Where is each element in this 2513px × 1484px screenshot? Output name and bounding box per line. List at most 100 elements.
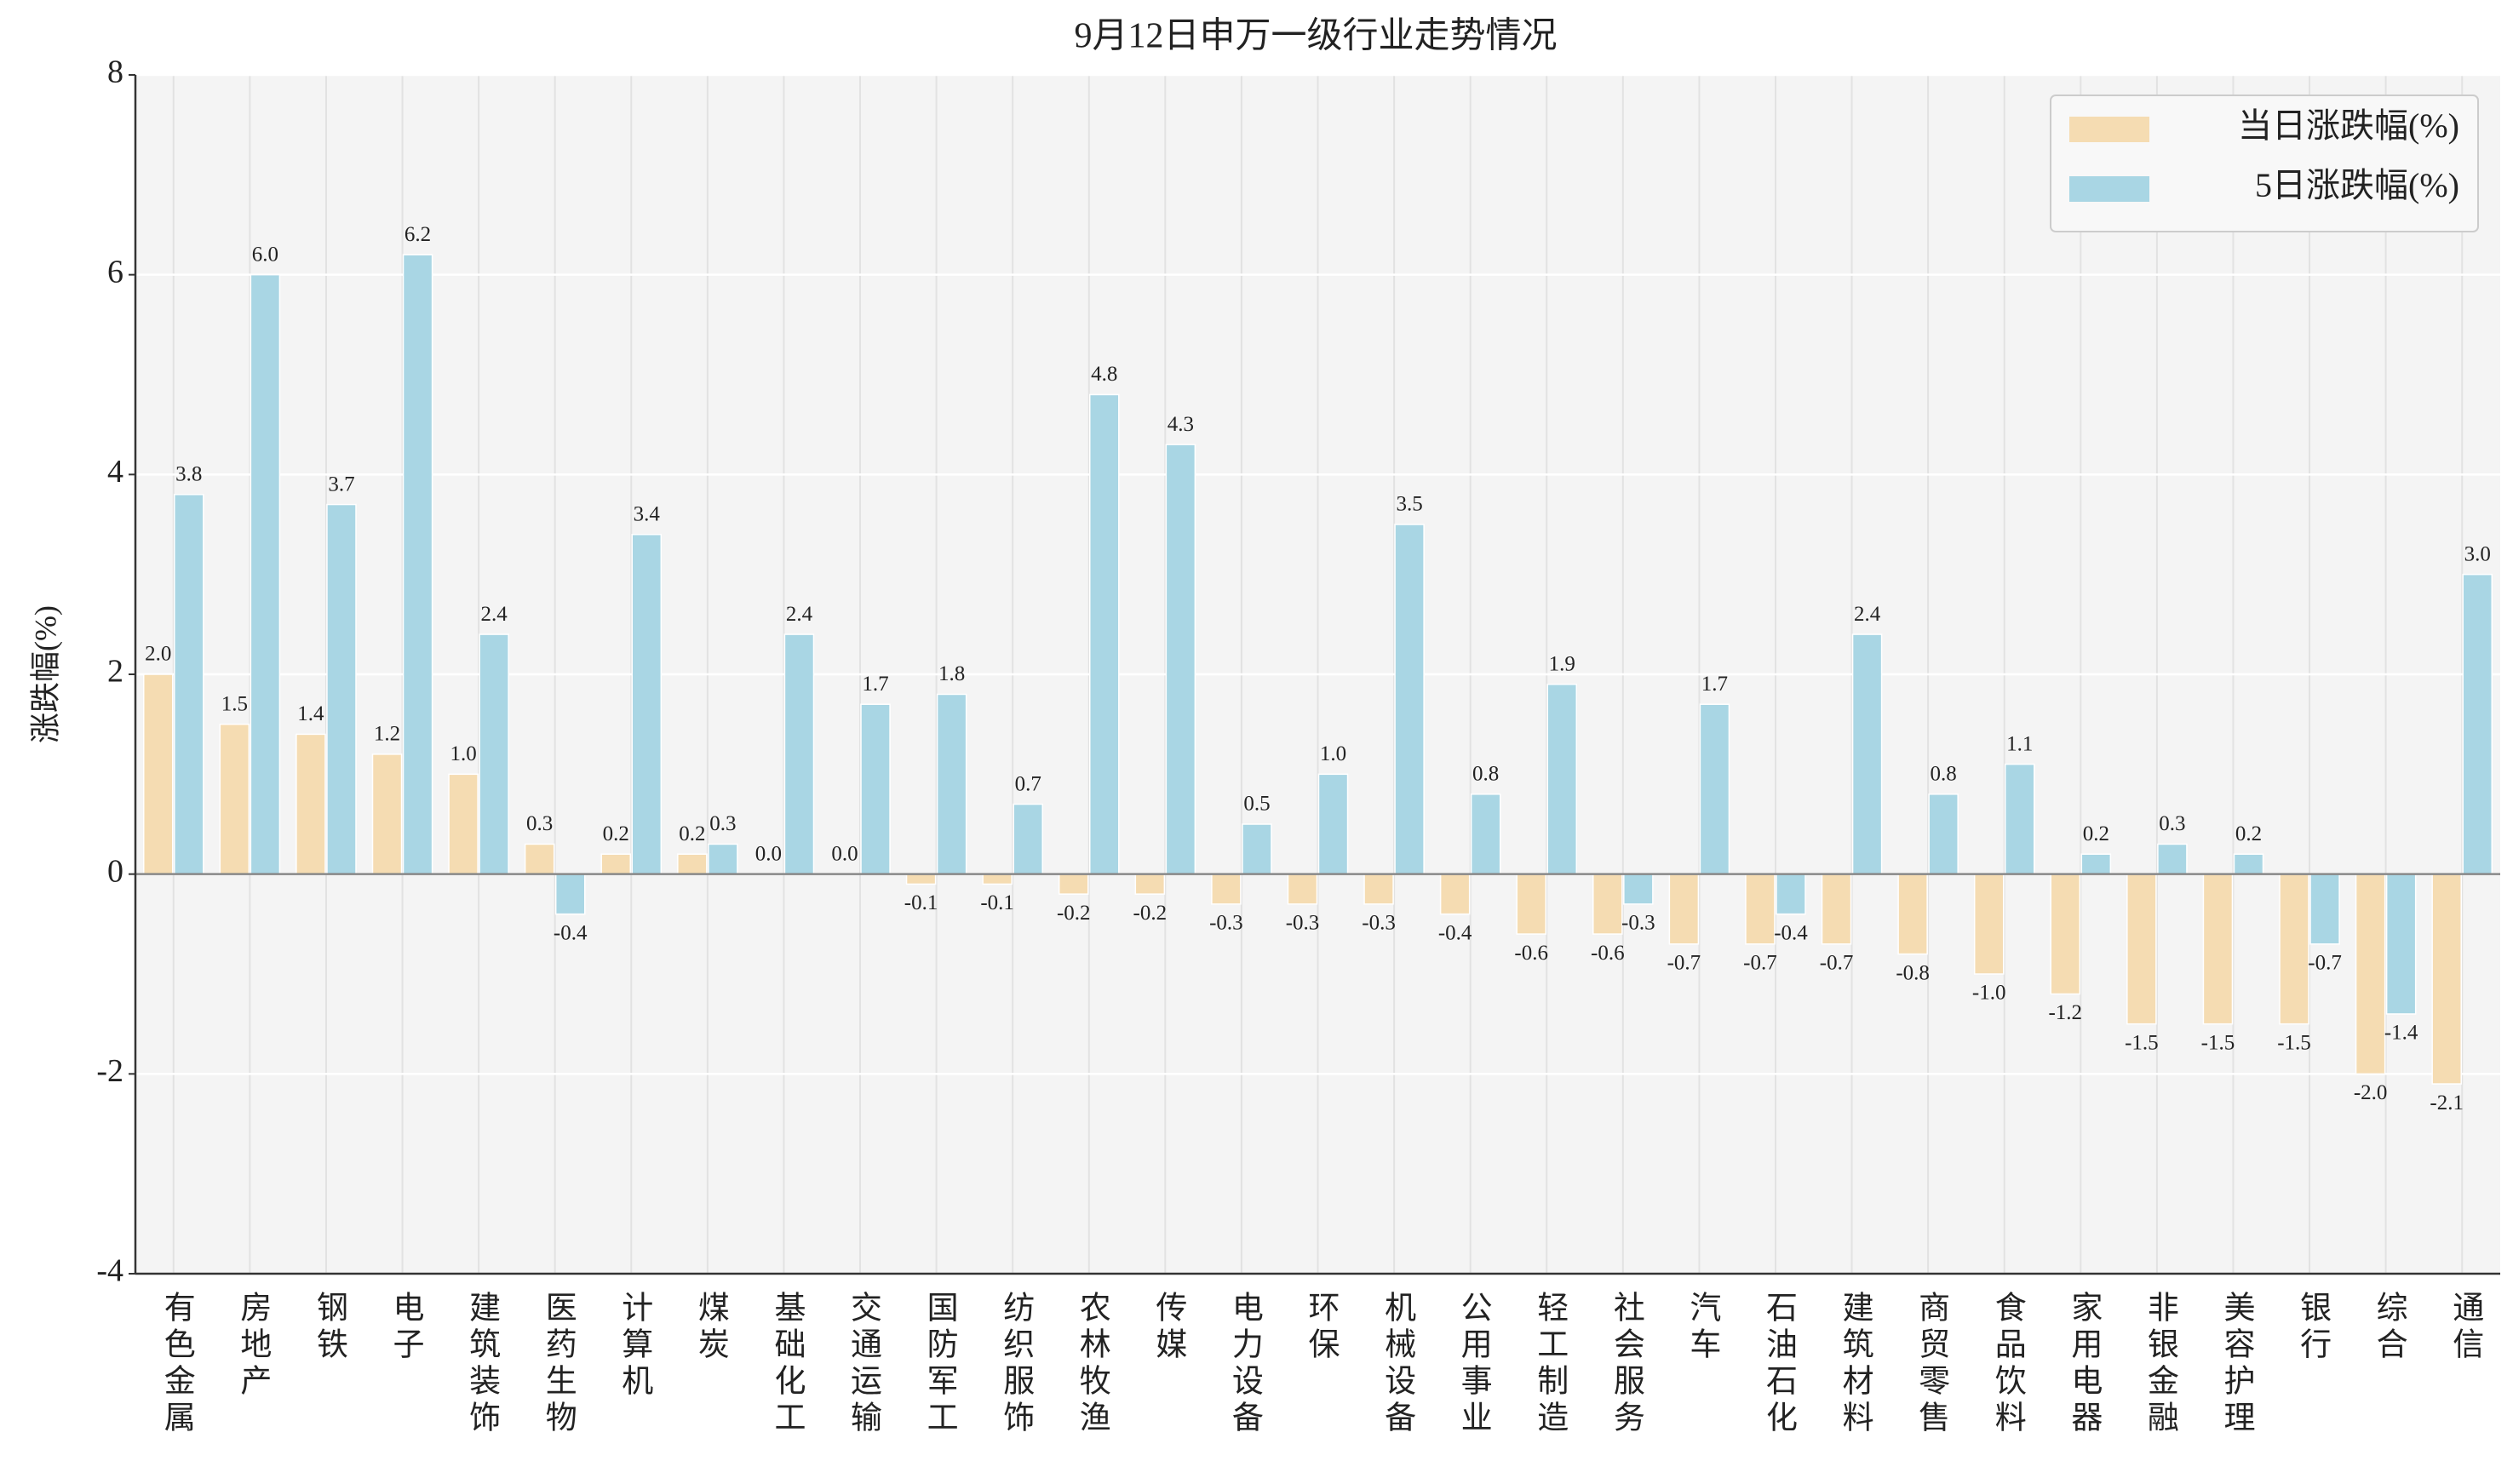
- bar: [219, 723, 250, 875]
- bar: [860, 703, 891, 875]
- bar: [371, 753, 403, 875]
- value-label: 1.0: [450, 742, 476, 765]
- x-tick-label: 电子: [387, 1291, 424, 1364]
- x-tick-label: 有色金属: [158, 1291, 195, 1437]
- legend-box: [2050, 95, 2479, 232]
- value-label: -0.6: [1514, 942, 1548, 965]
- value-label: 0.0: [755, 842, 782, 865]
- value-label: 3.7: [328, 473, 354, 496]
- value-label: -0.4: [554, 921, 588, 944]
- bar: [1394, 524, 1425, 875]
- bar: [905, 873, 937, 885]
- x-tick-label: 石油石化: [1760, 1291, 1798, 1437]
- value-label: 1.8: [938, 662, 965, 685]
- value-label: -0.7: [1743, 952, 1777, 975]
- legend-label: 5日涨跌幅(%): [2255, 166, 2459, 204]
- bar: [1592, 873, 1623, 935]
- value-label: 0.2: [2235, 822, 2262, 845]
- bar: [1973, 873, 2005, 975]
- bar: [677, 853, 708, 875]
- bar: [554, 873, 586, 915]
- value-label: -0.8: [1896, 961, 1930, 984]
- bar: [2385, 873, 2417, 1015]
- value-label: 0.8: [1472, 763, 1499, 786]
- value-label: 2.4: [786, 603, 813, 626]
- value-label: -0.7: [1667, 952, 1701, 975]
- x-tick-label: 医药生物: [540, 1291, 577, 1437]
- bar: [448, 773, 479, 875]
- x-tick-label: 建筑装饰: [464, 1291, 501, 1437]
- bar: [2202, 873, 2234, 1025]
- value-label: 0.3: [2159, 812, 2185, 835]
- x-tick-label: 轻工制造: [1532, 1291, 1569, 1437]
- bar: [1897, 873, 1928, 955]
- bar: [982, 873, 1013, 885]
- bar: [1058, 873, 1089, 895]
- legend-label: 当日涨跌幅(%): [2238, 106, 2459, 145]
- value-label: -0.3: [1209, 912, 1243, 935]
- x-tick-label: 银行: [2295, 1291, 2332, 1364]
- x-tick-label: 汽车: [1684, 1291, 1721, 1364]
- x-tick-label: 综合: [2371, 1291, 2407, 1364]
- value-label: 0.2: [679, 822, 705, 845]
- value-label: 1.2: [374, 723, 400, 746]
- value-label: -0.7: [1820, 952, 1854, 975]
- bar: [2431, 873, 2462, 1085]
- value-label: 4.8: [1091, 363, 1117, 386]
- x-tick-label: 农林牧渔: [1074, 1291, 1110, 1437]
- value-label: -0.3: [1362, 912, 1396, 935]
- value-label: -0.2: [1133, 902, 1168, 925]
- x-tick-label: 钢铁: [311, 1291, 347, 1364]
- value-label: 1.7: [862, 673, 888, 696]
- bar: [2080, 853, 2112, 875]
- value-label: -1.0: [1972, 982, 2006, 1005]
- bar: [295, 733, 326, 875]
- x-tick-label: 电力设备: [1226, 1291, 1263, 1437]
- x-tick-label: 通信: [2447, 1291, 2484, 1364]
- value-label: 0.3: [526, 812, 553, 835]
- bar: [1013, 803, 1043, 875]
- bar: [1851, 633, 1883, 875]
- value-label: 3.5: [1396, 493, 1422, 516]
- bar: [402, 254, 433, 875]
- x-tick-label: 环保: [1303, 1291, 1340, 1364]
- bar: [1211, 873, 1242, 905]
- x-tick-label: 美容护理: [2218, 1291, 2255, 1437]
- bar: [2233, 853, 2264, 875]
- bar: [1439, 873, 1471, 915]
- x-tick-label: 商贸零售: [1913, 1291, 1950, 1437]
- value-label: 0.8: [1931, 763, 1957, 786]
- value-label: -0.2: [1057, 902, 1091, 925]
- value-label: 0.5: [1243, 793, 1270, 816]
- y-axis-label: 涨跌幅(%): [28, 605, 62, 743]
- bar: [936, 693, 967, 875]
- bar: [2309, 873, 2340, 945]
- bar: [524, 843, 555, 875]
- bar: [1623, 873, 1654, 905]
- bar: [1928, 794, 1959, 875]
- value-label: 0.3: [709, 812, 736, 835]
- value-label: 3.0: [2464, 542, 2491, 565]
- x-tick-label: 家用电器: [2066, 1291, 2103, 1437]
- x-tick-label: 非银金融: [2142, 1291, 2178, 1437]
- value-label: -1.5: [2201, 1031, 2235, 1054]
- y-tick-label: 4: [107, 454, 123, 490]
- y-tick-label: 0: [107, 853, 123, 889]
- x-tick-label: 机械设备: [1380, 1291, 1416, 1437]
- value-label: -0.1: [980, 891, 1014, 914]
- value-label: 6.2: [404, 223, 431, 246]
- x-tick-label: 食品饮料: [1989, 1291, 2027, 1437]
- y-tick-label: -4: [96, 1253, 123, 1289]
- value-label: 0.0: [831, 842, 858, 865]
- value-label: -0.4: [1774, 921, 1808, 944]
- value-label: -2.0: [2354, 1081, 2388, 1104]
- value-label: 1.0: [1320, 742, 1346, 765]
- y-tick-label: -2: [96, 1053, 123, 1089]
- chart-title: 9月12日申万一级行业走势情况: [1074, 17, 1557, 56]
- value-label: 4.3: [1168, 413, 1194, 436]
- bar: [479, 633, 509, 875]
- value-label: 2.0: [145, 643, 171, 666]
- bar: [1089, 393, 1120, 875]
- value-label: 1.7: [1701, 673, 1728, 696]
- value-label: 0.2: [603, 822, 629, 845]
